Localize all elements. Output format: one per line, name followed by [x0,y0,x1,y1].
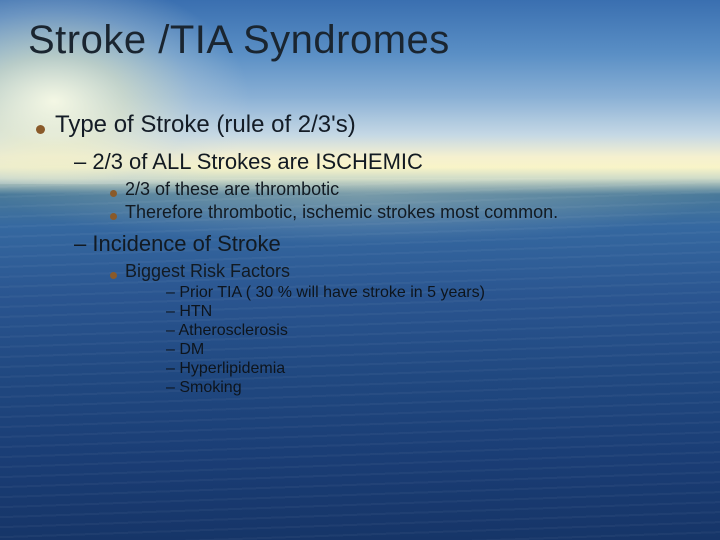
level2-item: Incidence of Stroke [74,231,692,257]
level3-item: 2/3 of these are thrombotic [110,179,692,200]
level3-item: Therefore thrombotic, ischemic strokes m… [110,202,692,223]
level2-text: 2/3 of ALL Strokes are ISCHEMIC [92,149,423,174]
level3-text: Biggest Risk Factors [125,261,290,282]
level4-item: Prior TIA ( 30 % will have stroke in 5 y… [166,284,692,302]
level3-text: Therefore thrombotic, ischemic strokes m… [125,202,558,223]
bullet-disc-icon [110,190,117,197]
level3-list: Biggest Risk Factors Prior TIA ( 30 % wi… [110,261,692,397]
level4-item: Atherosclerosis [166,322,692,340]
level3-text: 2/3 of these are thrombotic [125,179,339,200]
slide-content: Stroke /TIA Syndromes Type of Stroke (ru… [0,0,720,540]
bullet-disc-icon [110,213,117,220]
level4-text: HTN [179,303,212,320]
bullet-disc-icon [36,125,45,134]
level4-item: HTN [166,303,692,321]
level4-text: Atherosclerosis [178,322,287,339]
level4-item: DM [166,341,692,359]
level2-list: 2/3 of ALL Strokes are ISCHEMIC 2/3 of t… [74,149,692,397]
bullet-disc-icon [110,272,117,279]
level2-item: 2/3 of ALL Strokes are ISCHEMIC [74,149,692,175]
level3-list: 2/3 of these are thrombotic Therefore th… [110,179,692,223]
level4-item: Hyperlipidemia [166,360,692,378]
level1-text: Type of Stroke (rule of 2/3's) [55,111,356,139]
level4-text: DM [179,341,204,358]
slide-title: Stroke /TIA Syndromes [28,18,692,63]
level4-text: Prior TIA ( 30 % will have stroke in 5 y… [179,284,485,301]
level1-item: Type of Stroke (rule of 2/3's) [36,111,692,139]
level4-text: Hyperlipidemia [179,360,285,377]
level2-text: Incidence of Stroke [92,231,280,256]
level3-item: Biggest Risk Factors [110,261,692,282]
level4-item: Smoking [166,379,692,397]
level4-text: Smoking [179,379,241,396]
level4-list: Prior TIA ( 30 % will have stroke in 5 y… [166,284,692,397]
level1-list: Type of Stroke (rule of 2/3's) 2/3 of AL… [36,111,692,397]
